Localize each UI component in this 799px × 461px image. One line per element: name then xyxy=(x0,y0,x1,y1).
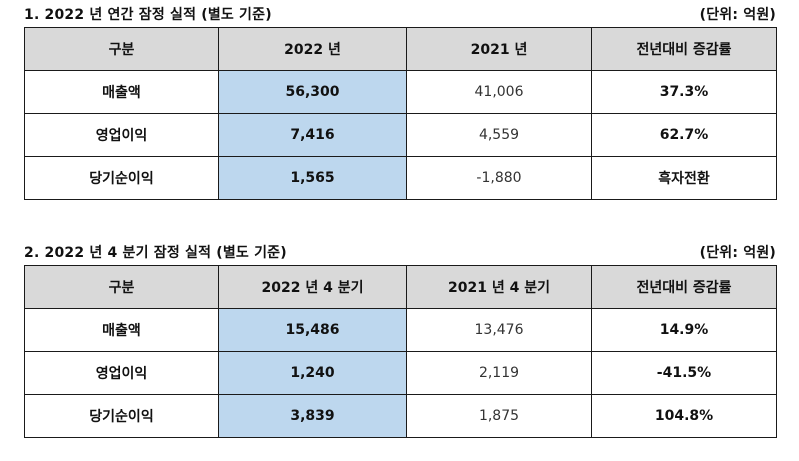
table-row: 당기순이익 3,839 1,875 104.8% xyxy=(24,394,777,438)
table-row: 매출액 15,486 13,476 14.9% xyxy=(24,308,777,352)
header-yoy-change: 전년대비 증감률 xyxy=(591,265,777,309)
q4-results-table: 구분 2022 년 4 분기 2021 년 4 분기 전년대비 증감률 매출액 … xyxy=(24,265,777,438)
section1-title: 1. 2022 년 연간 잠정 실적 (별도 기준) xyxy=(24,7,272,23)
table-header-row: 구분 2022 년 2021 년 전년대비 증감률 xyxy=(24,27,777,71)
table-row: 영업이익 7,416 4,559 62.7% xyxy=(24,113,777,157)
row-label: 당기순이익 xyxy=(24,394,219,438)
current-value: 1,240 xyxy=(218,351,407,395)
row-label: 매출액 xyxy=(24,308,219,352)
header-yoy-change: 전년대비 증감률 xyxy=(591,27,777,71)
table-row: 영업이익 1,240 2,119 -41.5% xyxy=(24,351,777,395)
change-value: 14.9% xyxy=(591,308,777,352)
section1-heading: 1. 2022 년 연간 잠정 실적 (별도 기준) (단위: 억원) xyxy=(24,3,776,25)
row-label: 영업이익 xyxy=(24,351,219,395)
section2-title: 2. 2022 년 4 분기 잠정 실적 (별도 기준) xyxy=(24,245,287,261)
table-row: 당기순이익 1,565 -1,880 흑자전환 xyxy=(24,156,777,200)
header-previous-quarter: 2021 년 4 분기 xyxy=(406,265,592,309)
row-label: 매출액 xyxy=(24,70,219,114)
previous-value: 41,006 xyxy=(406,70,592,114)
previous-value: 4,559 xyxy=(406,113,592,157)
change-value: -41.5% xyxy=(591,351,777,395)
header-current-quarter: 2022 년 4 분기 xyxy=(218,265,407,309)
table-header-row: 구분 2022 년 4 분기 2021 년 4 분기 전년대비 증감률 xyxy=(24,265,777,309)
current-value: 56,300 xyxy=(218,70,407,114)
previous-value: 2,119 xyxy=(406,351,592,395)
header-category: 구분 xyxy=(24,265,219,309)
current-value: 1,565 xyxy=(218,156,407,200)
table-row: 매출액 56,300 41,006 37.3% xyxy=(24,70,777,114)
header-current-year: 2022 년 xyxy=(218,27,407,71)
header-previous-year: 2021 년 xyxy=(406,27,592,71)
previous-value: -1,880 xyxy=(406,156,592,200)
change-value: 흑자전환 xyxy=(591,156,777,200)
previous-value: 1,875 xyxy=(406,394,592,438)
previous-value: 13,476 xyxy=(406,308,592,352)
row-label: 영업이익 xyxy=(24,113,219,157)
current-value: 15,486 xyxy=(218,308,407,352)
header-category: 구분 xyxy=(24,27,219,71)
row-label: 당기순이익 xyxy=(24,156,219,200)
section1-unit: (단위: 억원) xyxy=(699,7,776,23)
section2-heading: 2. 2022 년 4 분기 잠정 실적 (별도 기준) (단위: 억원) xyxy=(24,241,776,263)
change-value: 62.7% xyxy=(591,113,777,157)
section2-unit: (단위: 억원) xyxy=(699,245,776,261)
change-value: 37.3% xyxy=(591,70,777,114)
current-value: 3,839 xyxy=(218,394,407,438)
annual-results-table: 구분 2022 년 2021 년 전년대비 증감률 매출액 56,300 41,… xyxy=(24,27,777,200)
current-value: 7,416 xyxy=(218,113,407,157)
change-value: 104.8% xyxy=(591,394,777,438)
